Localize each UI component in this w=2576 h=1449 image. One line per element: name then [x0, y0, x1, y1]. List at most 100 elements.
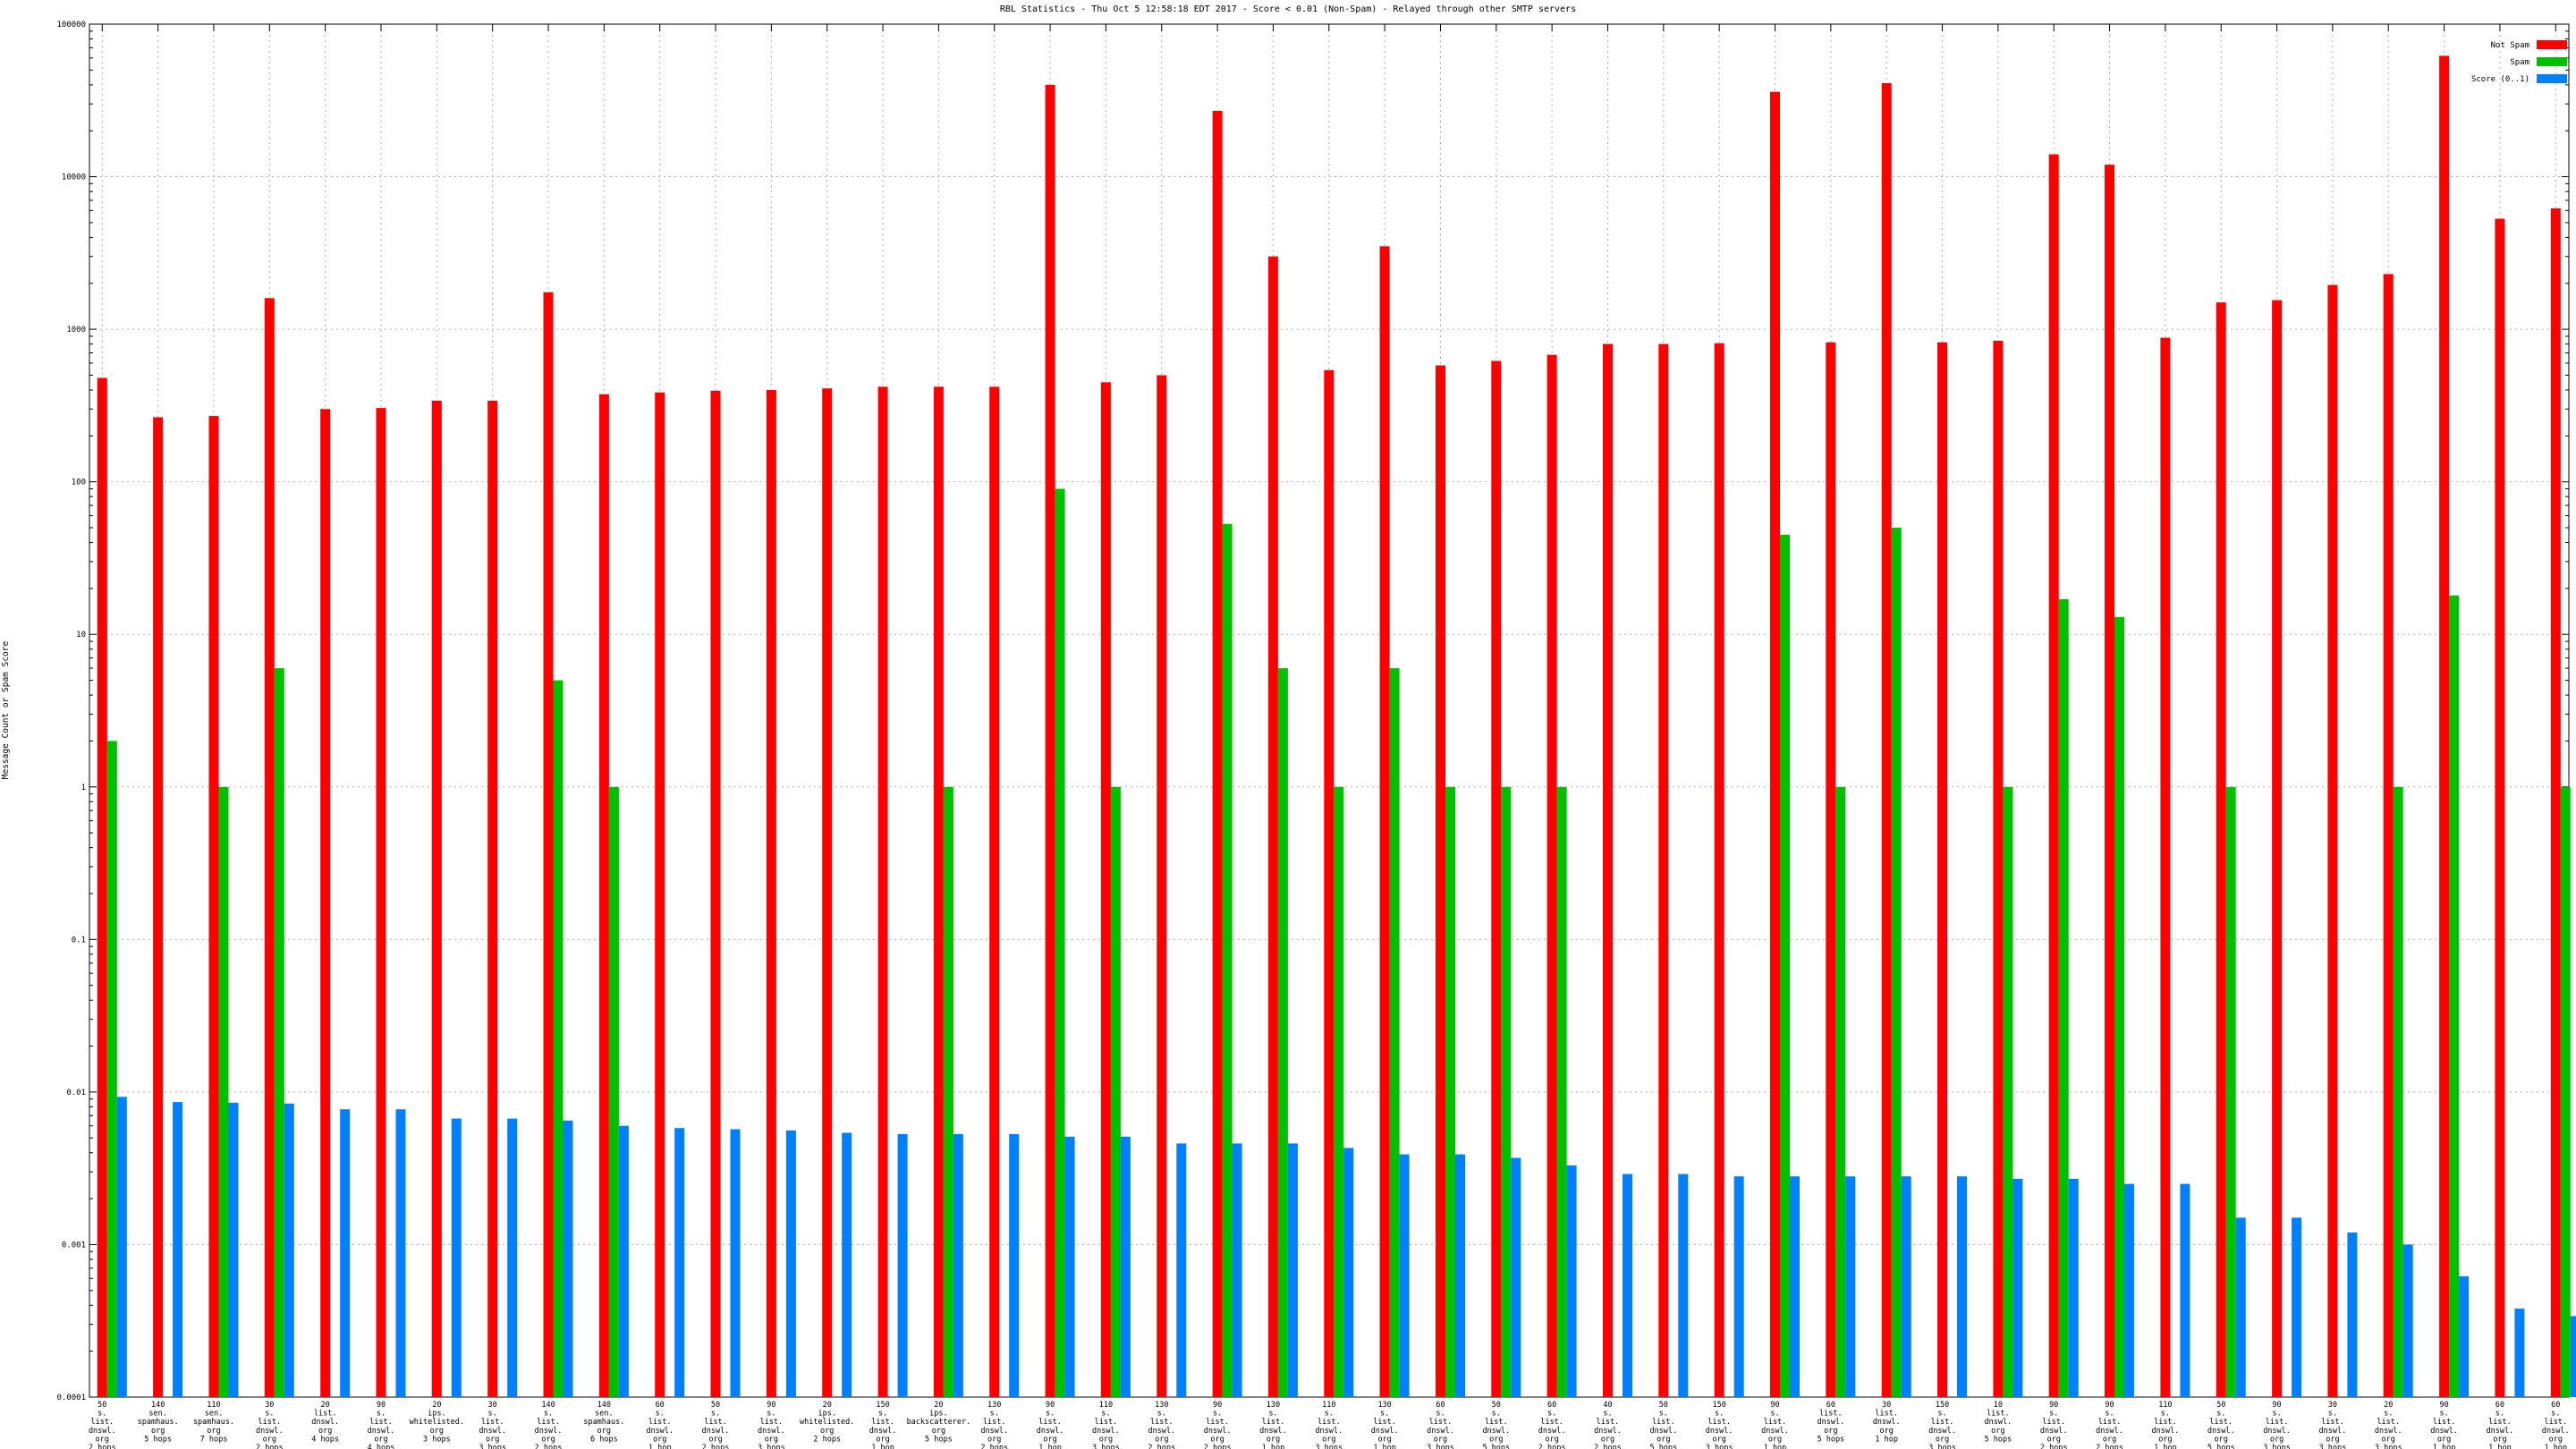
bar-score-0-1	[1343, 1148, 1354, 1397]
bar-score-0-1	[2402, 1244, 2413, 1397]
bar-score-0-1	[897, 1133, 908, 1397]
bar-not-spam	[1546, 354, 1557, 1398]
bar-not-spam	[1379, 246, 1390, 1397]
bar-spam	[1055, 488, 1065, 1397]
bar-score-0-1	[1287, 1143, 1298, 1397]
bar-not-spam	[598, 394, 609, 1397]
bar-score-0-1	[1511, 1157, 1521, 1397]
y-tick-label: 0.001	[62, 1241, 86, 1250]
y-tick-label: 0.01	[66, 1089, 86, 1097]
x-category-label: 50 s. list. dnswl. org 2 hops	[702, 1401, 730, 1449]
bar-not-spam	[543, 292, 554, 1398]
bar-not-spam	[208, 416, 219, 1398]
bar-spam	[2225, 786, 2236, 1397]
bar-spam	[1501, 786, 1512, 1397]
legend-swatch	[2537, 57, 2567, 66]
bar-not-spam	[655, 392, 665, 1397]
x-category-label: 50 s. list. dnswl. org 5 hops	[2207, 1401, 2235, 1449]
bar-not-spam	[264, 298, 275, 1397]
y-tick-label: 0.1	[72, 936, 86, 945]
x-category-label: 40 s. list. dnswl. org 2 hops	[1594, 1401, 1622, 1449]
bar-score-0-1	[618, 1125, 629, 1397]
bar-spam	[1277, 668, 1288, 1397]
bar-not-spam	[2216, 302, 2226, 1398]
bar-not-spam	[1881, 83, 1892, 1397]
x-category-label: 30 s. list. dnswl. org 3 hops	[2319, 1401, 2347, 1449]
x-category-label: 20 ips. whitelisted. org 3 hops	[410, 1401, 464, 1444]
x-category-label: 30 s. list. dnswl. org 2 hops	[256, 1401, 284, 1449]
bar-not-spam	[2327, 284, 2338, 1398]
bar-not-spam	[431, 401, 442, 1397]
bar-spam	[1891, 528, 1902, 1397]
legend-label: Spam	[2510, 58, 2529, 67]
bar-score-0-1	[1009, 1133, 1020, 1397]
bar-not-spam	[1267, 256, 1278, 1398]
x-category-label: 90 s. list. dnswl. org 3 hops	[758, 1401, 785, 1449]
bar-score-0-1	[2180, 1183, 2190, 1397]
bar-spam	[1445, 786, 1455, 1397]
x-category-label: 110 s. list. dnswl. org 3 hops	[1092, 1401, 1120, 1449]
bar-not-spam	[766, 390, 776, 1397]
bar-not-spam	[2272, 300, 2283, 1398]
bar-not-spam	[1100, 382, 1111, 1397]
x-category-label: 90 s. list. dnswl. org 4 hops	[368, 1401, 395, 1449]
bar-score-0-1	[2235, 1217, 2246, 1397]
x-category-label: 130 s. list. dnswl. org 2 hops	[980, 1401, 1008, 1449]
bar-not-spam	[2550, 208, 2561, 1397]
bar-score-0-1	[1120, 1136, 1131, 1397]
x-category-label: 60 s. list. dnswl. org 3 hops	[1427, 1401, 1454, 1449]
bar-spam	[1222, 523, 1233, 1397]
bar-series	[97, 55, 2576, 1398]
bar-not-spam	[2439, 55, 2450, 1397]
bar-score-0-1	[1733, 1176, 1744, 1397]
bar-score-0-1	[1623, 1174, 1632, 1397]
bar-not-spam	[1993, 341, 2004, 1397]
x-category-label: 150 s. list. dnswl. org 1 hop	[869, 1401, 897, 1449]
x-category-label: 90 s. list. dnswl. org 3 hops	[2263, 1401, 2291, 1449]
x-category-label: 140 sen. spamhaus. org 6 hops	[583, 1401, 624, 1444]
x-category-label: 90 s. list. dnswl. org 2 hops	[2040, 1401, 2068, 1449]
x-category-label: 130 s. list. dnswl. org 1 hop	[1371, 1401, 1399, 1449]
bar-not-spam	[1436, 365, 1445, 1397]
bar-score-0-1	[2012, 1178, 2023, 1397]
bar-score-0-1	[1566, 1165, 1577, 1397]
bar-spam	[2058, 598, 2069, 1397]
bar-not-spam	[1658, 343, 1669, 1398]
y-tick-label: 1000	[66, 326, 86, 335]
x-category-label: 50 s. list. dnswl. org 2 hops	[89, 1401, 116, 1449]
x-category-label: 20 ips. backscatterer. org 5 hops	[907, 1401, 971, 1444]
bar-not-spam	[2105, 165, 2114, 1398]
bar-score-0-1	[228, 1102, 239, 1397]
bar-score-0-1	[1901, 1176, 1911, 1397]
legend-label: Not Spam	[2491, 41, 2529, 50]
bar-spam	[943, 786, 953, 1397]
bar-score-0-1	[340, 1109, 351, 1397]
bar-not-spam	[989, 386, 1000, 1397]
bar-not-spam	[1491, 360, 1502, 1397]
x-category-label: 50 s. list. dnswl. org 5 hops	[1649, 1401, 1677, 1449]
bar-score-0-1	[2514, 1309, 2525, 1397]
x-category-label: 10 list. dnswl. org 5 hops	[1985, 1401, 2012, 1444]
y-tick-label: 1	[81, 784, 86, 792]
x-category-label: 60 s. list. dnswl. org 1 hop	[2487, 1401, 2514, 1449]
bar-spam	[1835, 786, 1846, 1397]
bar-spam	[553, 680, 564, 1397]
legend-swatch	[2537, 40, 2567, 49]
bar-not-spam	[2048, 154, 2059, 1398]
bar-not-spam	[1826, 342, 1836, 1397]
x-category-label: 30 list. dnswl. org 1 hop	[1873, 1401, 1901, 1444]
bar-not-spam	[320, 409, 331, 1397]
x-category-label: 20 list. dnswl. org 4 hops	[311, 1401, 339, 1444]
bar-score-0-1	[1845, 1176, 1856, 1397]
bar-score-0-1	[953, 1133, 963, 1397]
bar-spam	[2114, 616, 2124, 1397]
bar-score-0-1	[1232, 1143, 1242, 1397]
bar-not-spam	[1714, 343, 1724, 1398]
bar-score-0-1	[2459, 1275, 2470, 1397]
bar-not-spam	[2160, 337, 2171, 1398]
bar-score-0-1	[2292, 1217, 2302, 1397]
bar-not-spam	[2495, 218, 2505, 1398]
x-category-label: 110 sen. spamhaus. org 7 hops	[193, 1401, 234, 1444]
x-category-label: 20 s. list. dnswl. org 3 hops	[2375, 1401, 2402, 1449]
